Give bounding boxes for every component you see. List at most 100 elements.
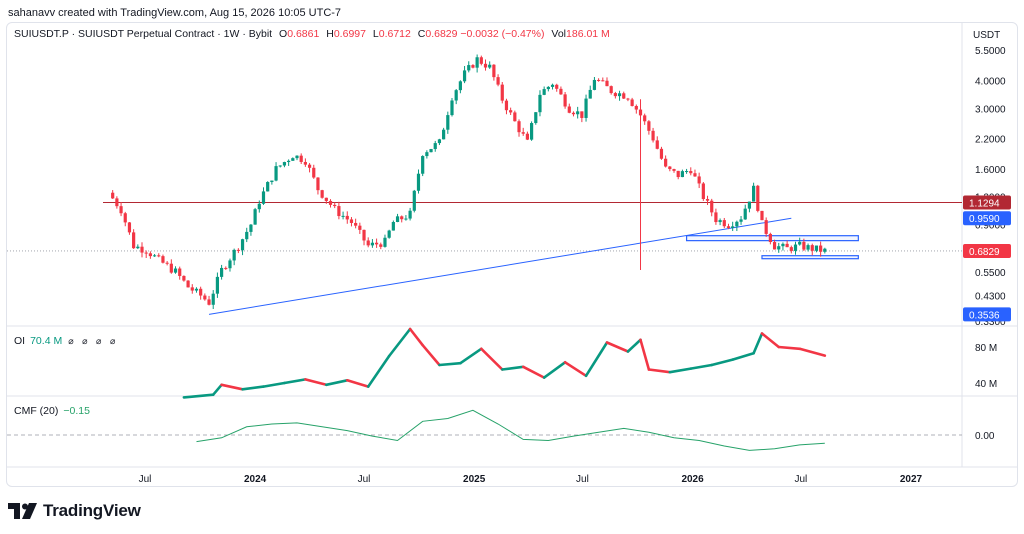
candle-body — [693, 173, 697, 177]
tradingview-logo[interactable]: TradingView — [8, 501, 141, 521]
candle-body — [726, 226, 731, 228]
candle-body — [328, 200, 333, 205]
candle-body — [701, 183, 705, 200]
candle-body — [257, 203, 261, 210]
candle-body — [412, 190, 416, 211]
time-axis-tick: Jul — [139, 474, 152, 485]
candle-body — [684, 171, 689, 173]
candle-body — [136, 246, 140, 249]
candle-body — [634, 105, 638, 110]
candle-body — [731, 226, 735, 228]
oi-label: OI — [14, 335, 26, 347]
time-axis-tick: 2024 — [244, 474, 267, 485]
candle-body — [312, 167, 316, 178]
candle-body — [169, 263, 173, 273]
time-axis-tick: 2026 — [681, 474, 704, 485]
candle-body — [504, 100, 509, 111]
candle-body — [400, 216, 404, 220]
candle-body — [655, 140, 659, 149]
candle-body — [232, 249, 236, 261]
high-label: H — [326, 28, 334, 40]
candle-body — [119, 206, 123, 214]
candle-body — [764, 220, 768, 234]
candle-body — [475, 57, 479, 68]
candle-body — [798, 241, 802, 245]
candle-body — [576, 111, 580, 115]
candle-body — [496, 77, 500, 85]
candle-body — [705, 199, 710, 201]
candle-body — [404, 218, 408, 220]
oi-line-segment — [798, 347, 827, 357]
price-axis-tick: 3.0000 — [975, 104, 1006, 115]
candle-body — [793, 244, 798, 251]
oi-value: 70.4 M — [30, 335, 63, 347]
chart-caption: sahanavv created with TradingView.com, A… — [8, 7, 342, 19]
candle-body — [462, 70, 467, 82]
candle-body — [127, 222, 132, 233]
cmf-legend[interactable]: CMF (20) −0.15 — [14, 405, 90, 417]
candle-body — [559, 88, 563, 95]
time-axis-tick: Jul — [576, 474, 589, 485]
price-legend: SUIUSDT.P · SUIUSDT Perpetual Contract ·… — [14, 28, 610, 40]
candle-body — [316, 177, 320, 191]
candle-body — [337, 206, 341, 217]
candle-body — [722, 220, 726, 227]
candle-body — [220, 267, 224, 277]
candle-body — [157, 255, 161, 257]
low-value: 0.6712 — [378, 28, 411, 40]
oi-line-segment — [262, 381, 286, 388]
cmf-label: CMF (20) — [14, 405, 59, 417]
price-badge — [963, 195, 1011, 210]
candle-body — [814, 245, 819, 251]
candle-body — [467, 65, 471, 71]
price-axis-tick: 2.2000 — [975, 134, 1006, 145]
candle-body — [622, 93, 626, 99]
candle-body — [521, 132, 525, 134]
candle-body — [689, 171, 693, 174]
symbol-title[interactable]: SUIUSDT.P · SUIUSDT Perpetual Contract ·… — [14, 28, 273, 40]
candle-body — [676, 170, 680, 178]
candle-body — [299, 155, 303, 162]
candle-body — [236, 249, 240, 251]
candle-body — [341, 215, 345, 217]
support-zone-box — [761, 255, 859, 260]
candle-body — [529, 123, 534, 140]
oi-line-segment — [760, 332, 781, 349]
candle-body — [680, 171, 684, 178]
candle-body — [287, 160, 291, 163]
chart-canvas[interactable]: USDT5.50004.00003.00002.20001.60001.2000… — [7, 23, 1018, 487]
candle-body — [483, 63, 488, 68]
candle-body — [178, 268, 182, 276]
price-axis-tick: 0.3300 — [975, 317, 1006, 328]
price-axis-tick: 5.5000 — [975, 46, 1006, 57]
oi-line-segment — [563, 360, 588, 378]
oi-line-segment — [220, 383, 244, 391]
candle-body — [735, 221, 739, 227]
oi-line-segment — [689, 363, 714, 370]
oi-line-segment — [182, 393, 215, 399]
candle-body — [395, 216, 400, 223]
candle-body — [345, 215, 349, 220]
oi-line-segment — [366, 354, 391, 388]
candle-body — [513, 112, 517, 122]
candle-body — [819, 245, 823, 252]
candle-body — [391, 222, 395, 231]
candle-body — [387, 230, 391, 238]
candle-body — [421, 156, 425, 174]
candle-body — [772, 242, 777, 250]
candle-body — [245, 231, 249, 240]
candle-body — [115, 198, 119, 207]
volume-label: Vol — [551, 28, 567, 40]
oi-options-icons[interactable]: ⌀ ⌀ ⌀ ⌀ — [68, 336, 119, 346]
oi-line-segment — [283, 378, 307, 385]
tradingview-logo-icon — [8, 503, 37, 519]
candle-body — [777, 246, 781, 250]
oi-legend[interactable]: OI 70.4 M ⌀ ⌀ ⌀ ⌀ — [14, 335, 118, 347]
candle-body — [823, 248, 827, 252]
candle-body — [270, 180, 274, 183]
oi-line-segment — [325, 378, 349, 387]
candle-body — [207, 299, 211, 305]
candle-body — [379, 244, 383, 247]
oi-axis-tick: 80 M — [975, 343, 997, 354]
candle-body — [588, 89, 592, 99]
